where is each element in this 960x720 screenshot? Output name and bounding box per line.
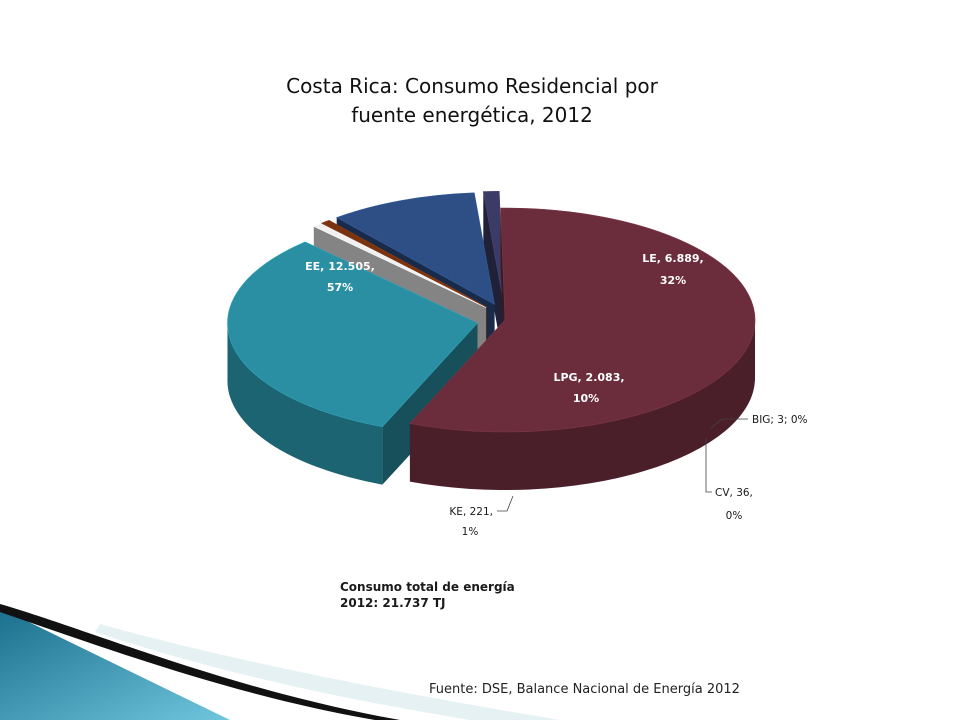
label-lpg-line-2: 10% [573, 392, 599, 405]
label-cv-line-1: CV, 36, [715, 487, 753, 499]
slice-big-top [313, 223, 487, 308]
corner-decoration [0, 604, 560, 720]
slice-ee-top [409, 207, 756, 433]
total-note-line-1: Consumo total de energía [340, 580, 515, 594]
slice-lpg-top [335, 192, 495, 305]
leader-line-ke [497, 495, 514, 512]
total-note-line-2: 2012: 21.737 TJ [340, 596, 446, 610]
label-le-line-2: 32% [660, 274, 686, 287]
label-le-line-1: LE, 6.889, [642, 252, 704, 265]
label-ke-line-1: KE, 221, [449, 506, 493, 518]
slice-ee-outer-wall-0 [409, 320, 755, 490]
swoosh-blue [0, 608, 230, 720]
label-ee-line-2: 57% [327, 281, 353, 294]
label-ke-line-2: 1% [462, 526, 479, 538]
label-big: BIG; 3; 0% [752, 414, 808, 426]
source-text: Fuente: DSE, Balance Nacional de Energía… [429, 682, 740, 697]
chart-title-line-1: Costa Rica: Consumo Residencial por [286, 74, 659, 98]
slice-le-top [227, 241, 478, 428]
label-ee-line-1: EE, 12.505, [305, 260, 375, 273]
slice-le-outer-wall-0 [227, 323, 383, 485]
slice-ke-top [482, 190, 504, 304]
label-cv-line-2: 0% [726, 510, 743, 522]
label-lpg-line-1: LPG, 2.083, [553, 371, 624, 384]
slice-labels: EE, 12.505, 57% LE, 6.889, 32% BIG; 3; 0… [305, 252, 807, 538]
chart-title-line-2: fuente energética, 2012 [351, 103, 593, 127]
leader-line-big [710, 418, 748, 429]
leader-line-cv [705, 438, 712, 493]
pie-chart [227, 190, 756, 490]
leader-lines [497, 418, 748, 512]
slice-ee [409, 207, 756, 490]
slice-cv-top [320, 220, 488, 308]
slice-ke-side-0 [483, 191, 504, 362]
